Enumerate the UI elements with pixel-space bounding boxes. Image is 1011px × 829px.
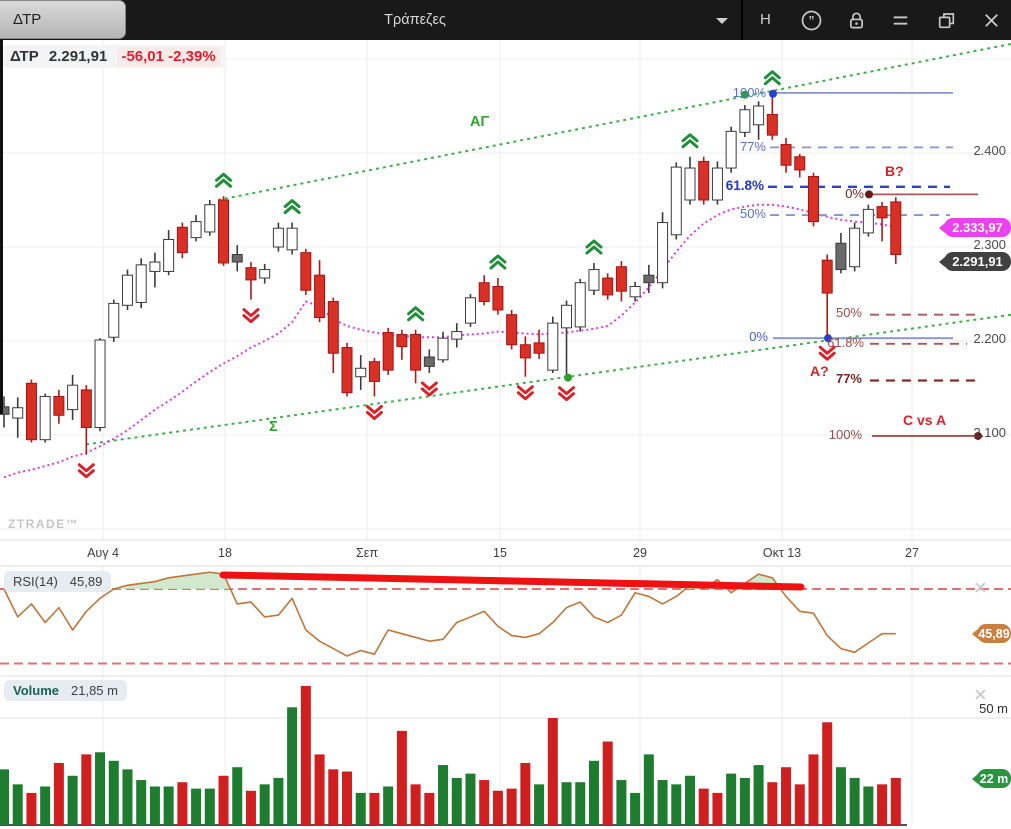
title-bar: ΔΤΡ Τράπεζες H ” bbox=[0, 0, 1011, 40]
fib-dn-label-77[interactable]: 77% bbox=[835, 371, 862, 386]
rsi-label: RSI(14) bbox=[13, 574, 58, 589]
fib-dn-label-100[interactable]: 100% bbox=[828, 427, 862, 442]
quote-last: 2.291,91 bbox=[48, 48, 108, 65]
upper-channel-label[interactable]: ΑΓ bbox=[470, 114, 490, 130]
rsi-value: 45,89 bbox=[69, 574, 103, 589]
x-axis-label: 29 bbox=[633, 546, 647, 560]
fib-price-badge: 2.333,97 bbox=[939, 218, 1011, 237]
x-axis-label: 27 bbox=[905, 546, 919, 560]
lock-icon[interactable] bbox=[845, 9, 868, 32]
toolbar-divider bbox=[741, 0, 743, 40]
fib-label-100[interactable]: 100% bbox=[732, 85, 766, 100]
window-restore-icon[interactable] bbox=[935, 9, 958, 32]
lower-channel-label[interactable]: Σ bbox=[269, 419, 278, 435]
ma-line-layer bbox=[3, 203, 897, 479]
y-axis-label: 2.300 bbox=[973, 237, 1006, 252]
window-title: Τράπεζες bbox=[384, 12, 446, 28]
menu-lines-icon[interactable] bbox=[889, 9, 912, 32]
close-x-icon[interactable] bbox=[980, 9, 1003, 32]
rsi-layer bbox=[0, 571, 1011, 665]
tab-symbol-label: ΔΤΡ bbox=[13, 11, 42, 28]
anchor-dots-layer[interactable] bbox=[564, 89, 982, 440]
fib-label-618[interactable]: 61.8% bbox=[725, 178, 764, 193]
volume-layer bbox=[0, 685, 901, 825]
ztrade-watermark: ZTRADE™ bbox=[8, 517, 80, 531]
wave-b-annotation[interactable]: B? bbox=[885, 163, 904, 179]
fib-dn-label-50[interactable]: 50% bbox=[835, 305, 862, 320]
fib-retracement-layer[interactable] bbox=[768, 91, 978, 437]
volume-value: 21,85 m bbox=[71, 683, 118, 698]
candles-layer bbox=[0, 93, 902, 455]
rsi-value-badge: 45,89 bbox=[972, 624, 1011, 643]
interval-button[interactable]: H bbox=[760, 11, 771, 28]
quote-readout: ΔΤΡ 2.291,91 -56,01 -2,39% bbox=[4, 45, 226, 68]
fib-label-77[interactable]: 77% bbox=[739, 139, 766, 154]
x-axis-label: 15 bbox=[493, 546, 507, 560]
quote-circle-icon[interactable]: ” bbox=[800, 9, 823, 32]
fib-dn-label-618[interactable]: 61.8% bbox=[827, 335, 864, 350]
quote-symbol: ΔΤΡ bbox=[10, 48, 39, 65]
last-price-badge: 2.291,91 bbox=[939, 252, 1011, 271]
dock-edge-strip bbox=[0, 40, 3, 414]
rsi-legend-chip[interactable]: RSI(14) 45,89 bbox=[4, 571, 112, 592]
c-vs-a-annotation[interactable]: C vs A bbox=[903, 412, 947, 428]
volume-value-badge: 22 m bbox=[972, 769, 1011, 788]
quote-change: -56,01 -2,39% bbox=[117, 47, 220, 66]
svg-text:”: ” bbox=[809, 16, 815, 28]
tab-symbol[interactable]: ΔΤΡ bbox=[0, 0, 126, 39]
fib-dn-label-0[interactable]: 0% bbox=[845, 186, 864, 201]
y-axis-label: 2.100 bbox=[973, 425, 1006, 440]
volume-legend-chip[interactable]: Volume 21,85 m bbox=[4, 680, 127, 701]
x-axis-label: Οκτ 13 bbox=[762, 546, 802, 560]
x-axis-label: Σεπ bbox=[356, 546, 378, 560]
y-axis-label: 2.400 bbox=[973, 143, 1006, 158]
x-axis-label: Αυγ 4 bbox=[87, 546, 119, 560]
rsi-close-icon[interactable]: × bbox=[974, 575, 987, 600]
volume-label: Volume bbox=[13, 683, 59, 698]
y-axis-label: 2.200 bbox=[973, 331, 1006, 346]
fractal-markers-layer bbox=[77, 70, 836, 479]
fib-label-50[interactable]: 50% bbox=[739, 206, 766, 221]
caret-down-icon[interactable] bbox=[716, 18, 728, 24]
wave-a-annotation[interactable]: A? bbox=[810, 363, 829, 379]
trendlines-layer[interactable] bbox=[85, 42, 1011, 446]
x-axis-label: 18 bbox=[218, 546, 232, 560]
volume-close-icon[interactable]: × bbox=[974, 682, 987, 707]
fib-label-0[interactable]: 0% bbox=[749, 329, 768, 344]
volume-scale-label: 50 m bbox=[979, 701, 1008, 716]
